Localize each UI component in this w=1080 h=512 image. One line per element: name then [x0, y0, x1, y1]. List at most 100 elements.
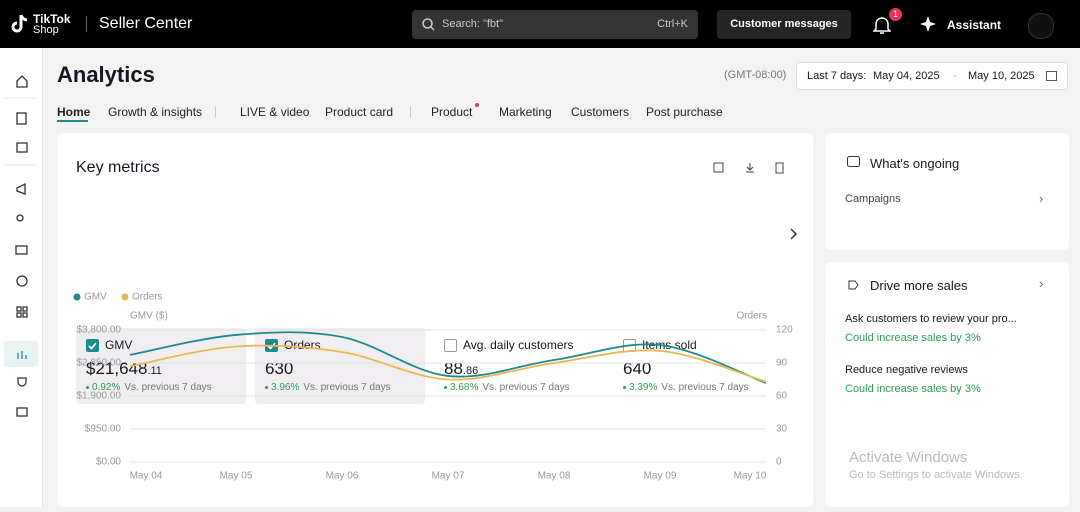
- tab[interactable]: Product: [431, 105, 473, 119]
- y-tick-label: $950.00: [85, 424, 122, 435]
- sidebar-icons: [4, 75, 38, 417]
- tab[interactable]: Growth & insights: [108, 105, 203, 119]
- value: $21,648: [86, 359, 148, 378]
- campaigns-link[interactable]: Campaigns: [845, 193, 901, 205]
- tip-impact: Could increase sales by 3%: [845, 332, 981, 344]
- range-label: Last 7 days:: [807, 70, 867, 82]
- y-tick-label: $1,900.00: [77, 391, 122, 402]
- legend-label: GMV: [84, 292, 107, 303]
- separator: -: [953, 70, 957, 82]
- change: 3.96%: [271, 382, 300, 393]
- change: 3.68%: [450, 382, 479, 393]
- card-actions[interactable]: [712, 161, 787, 175]
- tab-divider: [215, 106, 216, 118]
- legend-swatch: [121, 293, 129, 301]
- value: 640: [623, 359, 652, 378]
- checkbox[interactable]: [444, 339, 457, 352]
- badge: 1: [889, 8, 902, 21]
- y2-tick-label: 30: [776, 424, 788, 435]
- compare: Vs. previous 7 days: [482, 382, 570, 393]
- y-tick-label: $3,800.00: [77, 325, 122, 336]
- next-arrow[interactable]: [789, 227, 799, 241]
- legend-label: Orders: [132, 292, 163, 303]
- metric-value: 630: [265, 359, 293, 379]
- tab[interactable]: Product card: [325, 105, 394, 119]
- chart: $0.00 $950.00 $1,900.00 $2,850.00 $3,800.00 0…: [73, 292, 793, 482]
- metric-value: 88.86: [444, 359, 478, 379]
- compare: Vs. previous 7 days: [661, 382, 749, 393]
- tab[interactable]: LIVE & video: [240, 105, 310, 119]
- value: 88: [444, 359, 463, 378]
- metric-change: 0.92% Vs. previous 7 days: [86, 382, 212, 393]
- metric[interactable]: Avg. daily customers 88.86 3.68% Vs. previo…: [434, 328, 604, 404]
- checkbox[interactable]: [86, 339, 99, 352]
- tab[interactable]: Marketing: [499, 105, 552, 119]
- tab[interactable]: Post purchase: [646, 105, 723, 119]
- messages-button[interactable]: Customer messages: [717, 10, 851, 39]
- decimals: .86: [462, 365, 479, 377]
- dot: [475, 103, 479, 107]
- x-tick-label: May 09: [644, 471, 677, 482]
- y2-axis-label: Orders: [736, 311, 767, 322]
- avatar[interactable]: [1028, 13, 1054, 39]
- search-box[interactable]: Search: "fbt" Ctrl+K: [412, 10, 698, 39]
- compare: Vs. previous 7 days: [303, 382, 391, 393]
- y2-tick-label: 90: [776, 358, 788, 369]
- compare: Vs. previous 7 days: [124, 382, 212, 393]
- line: [129, 331, 767, 384]
- top-bar: TikTok Shop Seller Center Search: "fbt" …: [0, 0, 1080, 48]
- card-title: Key metrics: [76, 159, 160, 176]
- value: 630: [265, 359, 294, 378]
- section-title: Drive more sales: [870, 278, 968, 293]
- y-tick-label: $0.00: [96, 457, 121, 468]
- y-tick-label: $2,850.00: [77, 358, 122, 369]
- change: 0.92%: [92, 382, 121, 393]
- x-tick-label: May 10: [734, 471, 767, 482]
- decimals: .11: [147, 365, 162, 377]
- logo-text: Shop: [33, 24, 59, 36]
- timezone: (GMT-08:00): [724, 69, 787, 81]
- metric-value: 640: [623, 359, 651, 379]
- page-title: Analytics: [57, 62, 155, 87]
- section-title: What's ongoing: [870, 156, 960, 171]
- metric-name: GMV: [105, 338, 133, 352]
- assistant[interactable]: Assistant: [947, 18, 1002, 32]
- date-range[interactable]: Last 7 days: May 04, 2025 - May 10, 2025: [796, 62, 1068, 90]
- bell-icon[interactable]: [873, 15, 891, 35]
- tab[interactable]: Customers: [571, 105, 630, 119]
- watermark: Activate Windows: [849, 449, 968, 466]
- end-date: May 10, 2025: [968, 70, 1035, 82]
- logo-text: TikTok: [33, 12, 71, 26]
- watermark: Go to Settings to activate Windows.: [849, 469, 1023, 481]
- x-tick-label: May 06: [326, 471, 359, 482]
- x-tick-label: May 04: [130, 471, 163, 482]
- tab[interactable]: Home: [57, 105, 91, 119]
- metric[interactable]: Items sold 640 3.39% Vs. previous 7 days: [613, 328, 783, 404]
- metric-value: $21,648.11: [86, 359, 162, 379]
- ongoing-card: What's ongoing Campaigns ›: [825, 133, 1069, 250]
- metric[interactable]: Orders 630 3.96% Vs. previous 7 days: [255, 328, 425, 404]
- y2-tick-label: 120: [776, 325, 793, 336]
- legend-swatch: [73, 293, 81, 301]
- metric-name: Items sold: [642, 338, 697, 352]
- assistant-icon: [920, 16, 936, 32]
- metric-change: 3.68% Vs. previous 7 days: [444, 382, 570, 393]
- sidebar: [0, 48, 43, 507]
- metric-change: 3.39% Vs. previous 7 days: [623, 382, 749, 393]
- line: [129, 344, 767, 383]
- change: 3.39%: [629, 382, 658, 393]
- x-tick-label: May 07: [432, 471, 465, 482]
- product-name: Seller Center: [99, 15, 193, 32]
- search-text: Search: "fbt": [442, 18, 504, 30]
- x-tick-label: May 05: [220, 471, 253, 482]
- tip[interactable]: Ask customers to review your pro...: [845, 313, 1017, 325]
- tab-divider: [410, 106, 411, 118]
- tip-impact: Could increase sales by 3%: [845, 383, 981, 395]
- y2-tick-label: 0: [776, 457, 782, 468]
- metric[interactable]: GMV $21,648.11 0.92% Vs. previous 7 days: [76, 328, 246, 404]
- start-date: May 04, 2025: [873, 70, 940, 82]
- y2-tick-label: 60: [776, 391, 788, 402]
- drive-card: Drive more sales › Ask customers to revi…: [825, 262, 1069, 507]
- tip[interactable]: Reduce negative reviews: [845, 364, 968, 376]
